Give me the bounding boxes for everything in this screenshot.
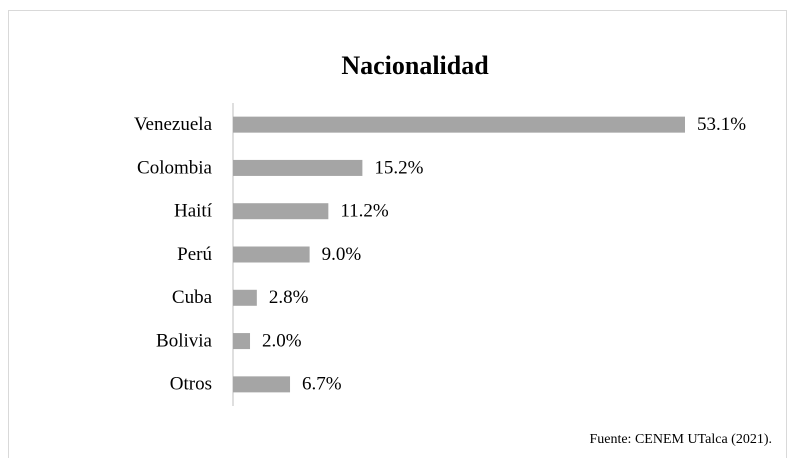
bar bbox=[233, 159, 363, 176]
y-tick-label: Otros bbox=[170, 374, 212, 395]
value-label: 9.0% bbox=[322, 244, 362, 265]
y-tick-label: Colombia bbox=[137, 157, 213, 178]
y-tick-label: Haití bbox=[174, 201, 213, 222]
bar bbox=[233, 116, 685, 133]
bar bbox=[233, 246, 310, 263]
bar bbox=[233, 203, 329, 220]
value-label: 2.8% bbox=[269, 287, 309, 308]
y-tick-label: Bolivia bbox=[156, 330, 213, 351]
y-tick-label: Cuba bbox=[172, 287, 213, 308]
bar bbox=[233, 333, 251, 350]
value-label: 15.2% bbox=[374, 157, 423, 178]
chart-title: Nacionalidad bbox=[341, 51, 489, 80]
source-note: Fuente: CENEM UTalca (2021). bbox=[589, 432, 772, 447]
bar bbox=[233, 289, 257, 306]
bar bbox=[233, 376, 291, 393]
value-label: 6.7% bbox=[302, 374, 342, 395]
value-label: 11.2% bbox=[340, 201, 389, 222]
y-tick-label: Venezuela bbox=[134, 114, 213, 135]
chart-border bbox=[8, 10, 787, 458]
y-tick-label: Perú bbox=[177, 244, 212, 265]
value-label: 53.1% bbox=[697, 114, 746, 135]
value-label: 2.0% bbox=[262, 330, 302, 351]
